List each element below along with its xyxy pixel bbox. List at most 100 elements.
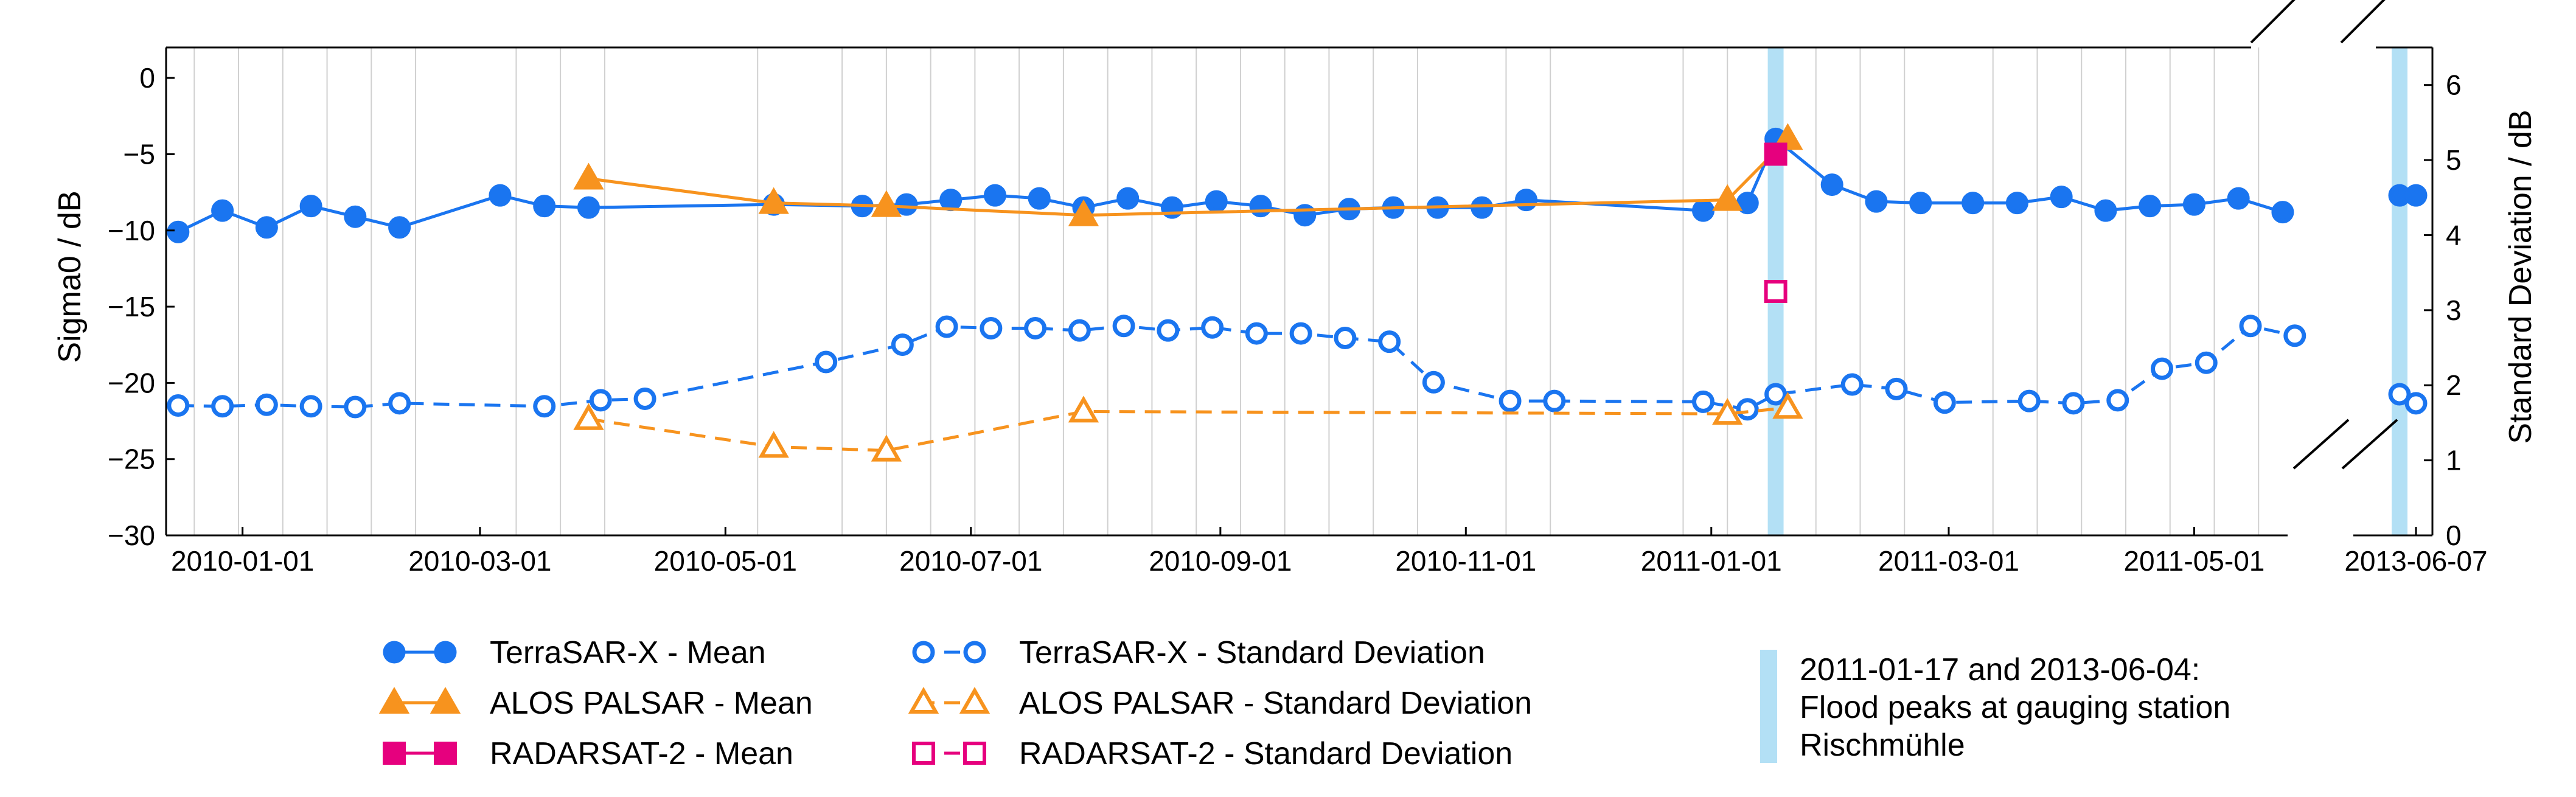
legend-entry: TerraSAR-X - Mean: [383, 635, 766, 670]
series-4: [573, 392, 1803, 462]
data-point: [895, 193, 918, 216]
data-point: [2017, 389, 2041, 412]
data-point: [299, 395, 322, 418]
data-point: [2239, 315, 2262, 338]
flood-peak-band: [2392, 47, 2407, 535]
legend: TerraSAR-X - Mean ALOS PALSAR - Mean RADAR…: [378, 635, 2230, 771]
data-point: [2005, 192, 2028, 215]
data-point: [935, 315, 958, 338]
legend-label: ALOS PALSAR - Mean: [490, 686, 813, 721]
data-point: [871, 190, 902, 217]
data-point: [1028, 187, 1051, 210]
data-point: [1933, 391, 1956, 414]
data-point: [758, 431, 789, 458]
data-point: [1205, 190, 1228, 213]
data-point: [344, 205, 367, 228]
x-tick-label: 2010-05-01: [654, 545, 797, 577]
data-point: [2139, 195, 2162, 218]
y-tick-label-right: 1: [2446, 445, 2462, 476]
data-point: [533, 395, 556, 418]
data-point: [255, 393, 278, 416]
legend-marker: [383, 742, 406, 765]
x-tick-label: 2011-03-01: [1878, 545, 2019, 577]
legend-marker: [434, 641, 457, 664]
data-point: [980, 316, 1003, 339]
legend-entry: RADARSAT-2 - Mean: [383, 736, 793, 771]
legend-marker: [383, 641, 406, 664]
tick-layer: 0 −5 −10 −15 −20 −25 −30 0 1 2 3 4 5 6 2010-01-01 2010-…: [108, 62, 2488, 577]
data-point: [1068, 199, 1099, 226]
y-tick-label-left: −10: [108, 215, 155, 246]
data-point: [2094, 199, 2117, 222]
y-tick-label-left: −20: [108, 367, 155, 398]
data-point: [758, 187, 789, 214]
legend-marker: [963, 742, 986, 765]
x-tick-label: 2010-11-01: [1395, 545, 1536, 577]
y-tick-label-right: 3: [2446, 294, 2462, 326]
data-point: [1764, 383, 1788, 406]
data-point: [1422, 371, 1445, 394]
data-point: [1289, 322, 1312, 345]
data-point: [1334, 326, 1357, 349]
data-point: [2404, 184, 2428, 207]
data-point: [1865, 190, 1888, 213]
data-point: [211, 199, 234, 222]
data-point: [1245, 322, 1268, 345]
y-tick-label-left: −15: [108, 291, 155, 322]
data-point: [1736, 192, 1759, 215]
data-point: [939, 189, 963, 212]
data-point: [2283, 324, 2306, 347]
axis-break-mark: [2292, 419, 2350, 470]
series-3: [167, 315, 2428, 421]
series-line: [588, 406, 1788, 453]
legend-marker: [378, 686, 410, 714]
legend-flood-swatch: [1760, 650, 1777, 763]
data-point: [1471, 196, 1494, 219]
series-line: [588, 137, 1789, 217]
data-point: [1772, 392, 1803, 419]
data-point: [2388, 383, 2411, 406]
series-5: [1764, 280, 1788, 303]
legend-flood-entry: 2011-01-17 and 2013-06-04:Flood peaks at…: [1760, 650, 2230, 763]
data-point: [1764, 142, 1788, 166]
data-point: [871, 434, 902, 462]
x-tick-label: 2013-06-07: [2344, 545, 2487, 577]
data-point: [1024, 316, 1047, 339]
data-point: [1157, 319, 1180, 342]
legend-marker: [430, 686, 461, 714]
data-point: [489, 184, 512, 207]
data-point: [2227, 187, 2250, 210]
legend-label: RADARSAT-2 - Standard Deviation: [1019, 736, 1513, 771]
legend-label: ALOS PALSAR - Standard Deviation: [1019, 686, 1532, 721]
data-point: [299, 195, 322, 218]
data-point: [573, 162, 604, 190]
data-point: [388, 216, 411, 239]
data-point: [388, 392, 411, 415]
data-point: [1112, 315, 1135, 338]
data-point: [1909, 192, 1932, 215]
axis-break-mark: [2250, 0, 2296, 44]
axes-frame: [165, 0, 2434, 537]
legend-label: TerraSAR-X - Standard Deviation: [1019, 635, 1485, 670]
legend-marker: [963, 641, 986, 664]
data-point: [1068, 319, 1091, 342]
legend-entry: ALOS PALSAR - Mean: [378, 686, 813, 721]
data-point: [1736, 398, 1759, 421]
data-point: [344, 395, 367, 419]
data-point: [1712, 398, 1743, 425]
y-axis-title-left: Sigma0 / dB: [52, 190, 88, 363]
data-point: [589, 389, 612, 412]
y-tick-label-left: −25: [108, 444, 155, 475]
legend-marker: [434, 742, 457, 765]
x-tick-label: 2011-01-01: [1641, 545, 1782, 577]
data-point: [1378, 330, 1401, 353]
data-point: [983, 184, 1006, 207]
legend-marker: [908, 686, 939, 714]
data-point: [2182, 193, 2205, 216]
y-tick-label-right: 0: [2446, 520, 2462, 551]
legend-label: TerraSAR-X - Mean: [490, 635, 766, 670]
data-point: [1840, 373, 1864, 396]
data-point: [211, 395, 234, 418]
data-point: [2050, 186, 2073, 209]
